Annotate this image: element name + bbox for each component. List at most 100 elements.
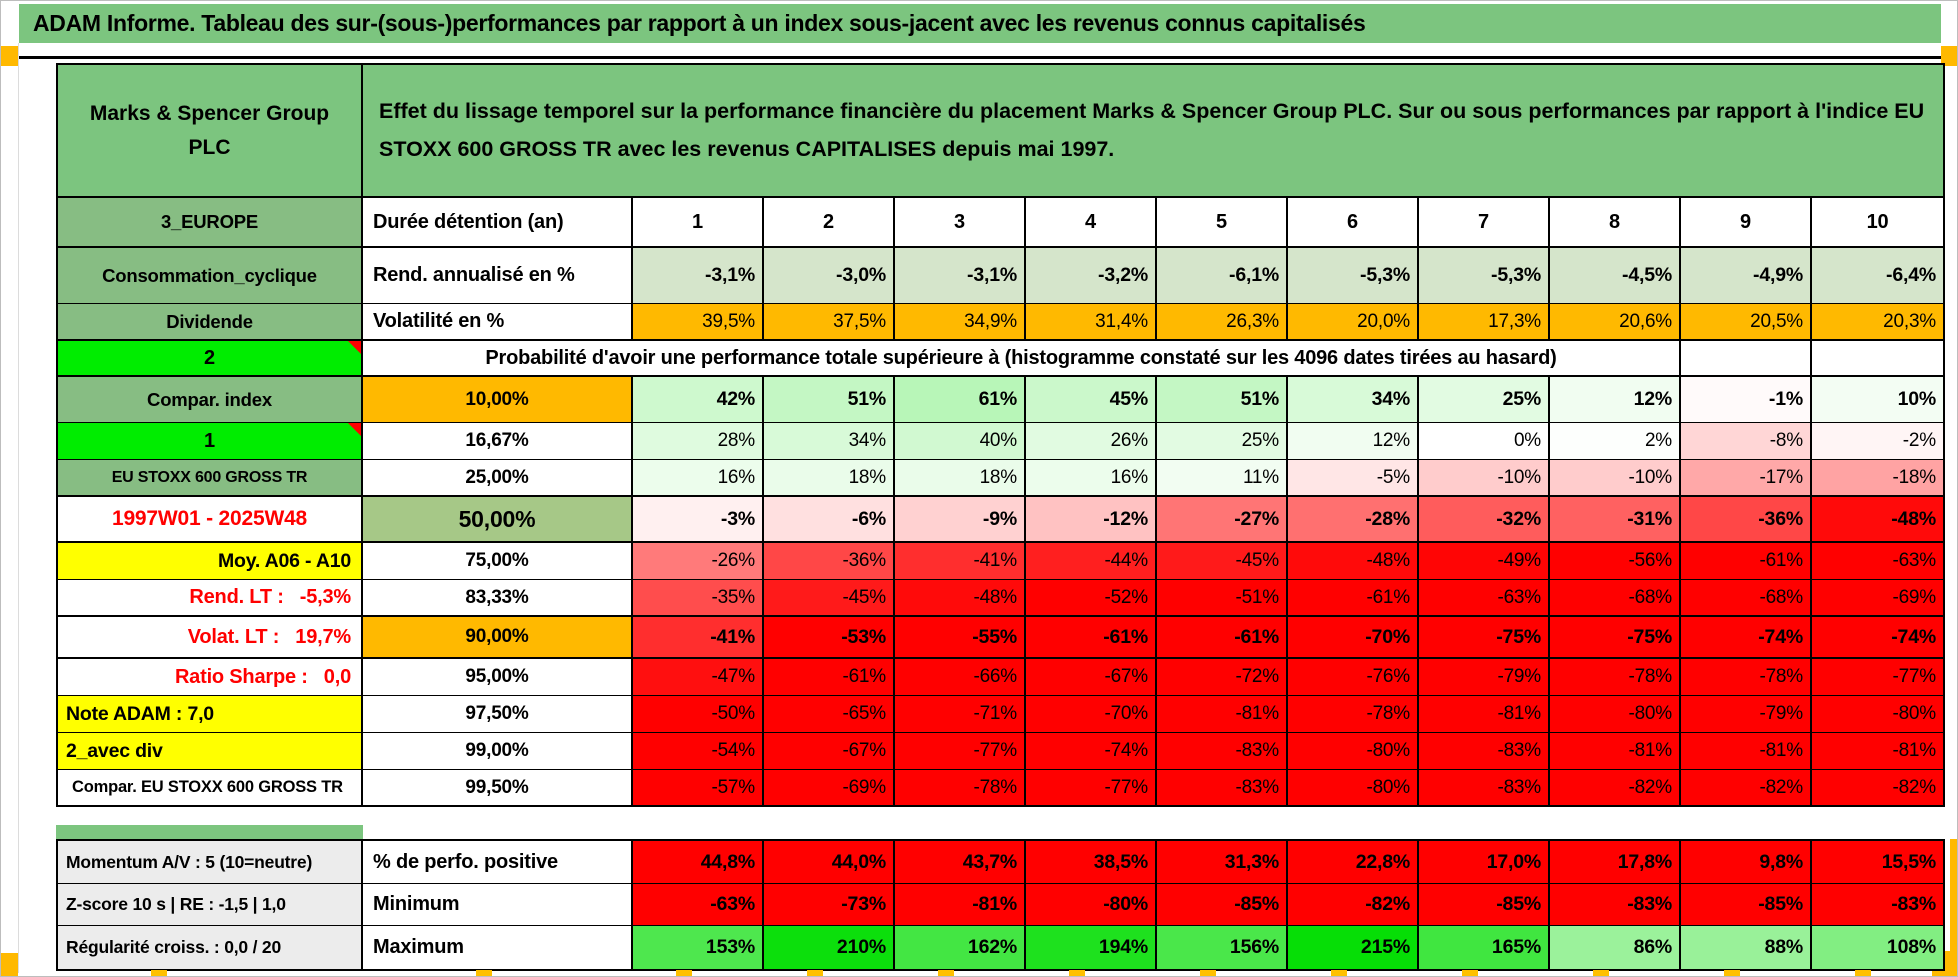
value-cell[interactable]: -77% (895, 733, 1026, 770)
value-cell[interactable]: -3,1% (633, 248, 764, 304)
value-cell[interactable]: 20,6% (1550, 304, 1681, 341)
value-cell[interactable]: 17,3% (1419, 304, 1550, 341)
value-cell[interactable]: -56% (1550, 543, 1681, 580)
value-cell[interactable]: -48% (895, 580, 1026, 617)
value-cell[interactable]: 26% (1026, 423, 1157, 460)
value-cell[interactable]: -82% (1550, 770, 1681, 805)
value-cell[interactable]: -85% (1419, 884, 1550, 926)
value-cell[interactable]: -81% (1419, 696, 1550, 733)
value-cell[interactable]: -61% (1288, 580, 1419, 617)
value-cell[interactable]: 162% (895, 926, 1026, 969)
row-label[interactable]: Z-score 10 s | RE : -1,5 | 1,0 (58, 884, 363, 926)
value-cell[interactable]: -6% (764, 497, 895, 543)
value-cell[interactable]: -61% (1026, 617, 1157, 659)
value-cell[interactable]: -48% (1812, 497, 1943, 543)
row-label[interactable]: Régularité croiss. : 0,0 / 20 (58, 926, 363, 969)
column-header[interactable]: 4 (1026, 198, 1157, 248)
value-cell[interactable]: -55% (895, 617, 1026, 659)
value-cell[interactable]: 37,5% (764, 304, 895, 341)
value-cell[interactable]: 34,9% (895, 304, 1026, 341)
value-cell[interactable]: 31,4% (1026, 304, 1157, 341)
value-cell[interactable]: -66% (895, 659, 1026, 696)
value-cell[interactable]: -4,9% (1681, 248, 1812, 304)
row-label[interactable]: Note ADAM : 7,0 (58, 696, 363, 733)
value-cell[interactable]: -80% (1812, 696, 1943, 733)
company-name-cell[interactable]: Marks & Spencer Group PLC (58, 65, 363, 196)
value-cell[interactable]: 25% (1419, 377, 1550, 423)
row-sublabel[interactable]: Volatilité en % (363, 304, 633, 341)
value-cell[interactable]: 34% (1288, 377, 1419, 423)
value-cell[interactable]: -35% (633, 580, 764, 617)
value-cell[interactable]: -36% (764, 543, 895, 580)
value-cell[interactable]: -67% (764, 733, 895, 770)
value-cell[interactable]: -45% (1157, 543, 1288, 580)
value-cell[interactable]: -49% (1419, 543, 1550, 580)
value-cell[interactable]: 61% (895, 377, 1026, 423)
column-header[interactable]: 8 (1550, 198, 1681, 248)
value-cell[interactable]: 86% (1550, 926, 1681, 969)
row-label[interactable]: 1 (58, 423, 363, 460)
value-cell[interactable]: -48% (1288, 543, 1419, 580)
value-cell[interactable]: -63% (1419, 580, 1550, 617)
value-cell[interactable]: 51% (764, 377, 895, 423)
row-label[interactable]: 2 (58, 341, 363, 377)
value-cell[interactable]: 40% (895, 423, 1026, 460)
value-cell[interactable]: -32% (1419, 497, 1550, 543)
value-cell[interactable]: -80% (1288, 733, 1419, 770)
row-label[interactable]: Volat. LT : 19,7% (58, 617, 363, 659)
value-cell[interactable]: -27% (1157, 497, 1288, 543)
value-cell[interactable]: 17,8% (1550, 841, 1681, 884)
value-cell[interactable]: -31% (1550, 497, 1681, 543)
value-cell[interactable]: -3% (633, 497, 764, 543)
value-cell[interactable]: -50% (633, 696, 764, 733)
value-cell[interactable]: -79% (1419, 659, 1550, 696)
value-cell[interactable]: -85% (1157, 884, 1288, 926)
row-label[interactable]: 3_EUROPE (58, 198, 363, 248)
row-label[interactable]: Rend. LT : -5,3% (58, 580, 363, 617)
value-cell[interactable]: 39,5% (633, 304, 764, 341)
value-cell[interactable]: -63% (1812, 543, 1943, 580)
value-cell[interactable]: -70% (1288, 617, 1419, 659)
value-cell[interactable]: -69% (1812, 580, 1943, 617)
value-cell[interactable]: 20,5% (1681, 304, 1812, 341)
value-cell[interactable]: 20,3% (1812, 304, 1943, 341)
value-cell[interactable]: 34% (764, 423, 895, 460)
value-cell[interactable]: -57% (633, 770, 764, 805)
row-label[interactable]: Dividende (58, 304, 363, 341)
value-cell[interactable]: -74% (1681, 617, 1812, 659)
row-sublabel[interactable]: 83,33% (363, 580, 633, 617)
value-cell[interactable]: -1% (1681, 377, 1812, 423)
value-cell[interactable]: -81% (895, 884, 1026, 926)
column-header[interactable]: 1 (633, 198, 764, 248)
value-cell[interactable]: -6,4% (1812, 248, 1943, 304)
value-cell[interactable]: 9,8% (1681, 841, 1812, 884)
value-cell[interactable]: -10% (1419, 460, 1550, 497)
value-cell[interactable]: 12% (1550, 377, 1681, 423)
value-cell[interactable]: -76% (1288, 659, 1419, 696)
value-cell[interactable]: -80% (1550, 696, 1681, 733)
value-cell[interactable]: 44,0% (764, 841, 895, 884)
value-cell[interactable]: 11% (1157, 460, 1288, 497)
probability-banner[interactable]: Probabilité d'avoir une performance tota… (363, 341, 1681, 377)
row-sublabel[interactable]: 99,00% (363, 733, 633, 770)
value-cell[interactable]: -52% (1026, 580, 1157, 617)
row-label[interactable]: EU STOXX 600 GROSS TR (58, 460, 363, 497)
value-cell[interactable]: -68% (1681, 580, 1812, 617)
row-sublabel[interactable]: Rend. annualisé en % (363, 248, 633, 304)
value-cell[interactable]: -54% (633, 733, 764, 770)
value-cell[interactable]: 38,5% (1026, 841, 1157, 884)
column-header[interactable]: 10 (1812, 198, 1943, 248)
row-sublabel[interactable]: 50,00% (363, 497, 633, 543)
value-cell[interactable]: -81% (1681, 733, 1812, 770)
value-cell[interactable]: 17,0% (1419, 841, 1550, 884)
value-cell[interactable]: -81% (1157, 696, 1288, 733)
value-cell[interactable]: -6,1% (1157, 248, 1288, 304)
value-cell[interactable]: 26,3% (1157, 304, 1288, 341)
value-cell[interactable]: 25% (1157, 423, 1288, 460)
row-label[interactable]: 1997W01 - 2025W48 (58, 497, 363, 543)
value-cell[interactable]: 28% (633, 423, 764, 460)
value-cell[interactable]: 45% (1026, 377, 1157, 423)
value-cell[interactable]: -61% (1157, 617, 1288, 659)
value-cell[interactable]: -75% (1419, 617, 1550, 659)
value-cell[interactable]: -47% (633, 659, 764, 696)
